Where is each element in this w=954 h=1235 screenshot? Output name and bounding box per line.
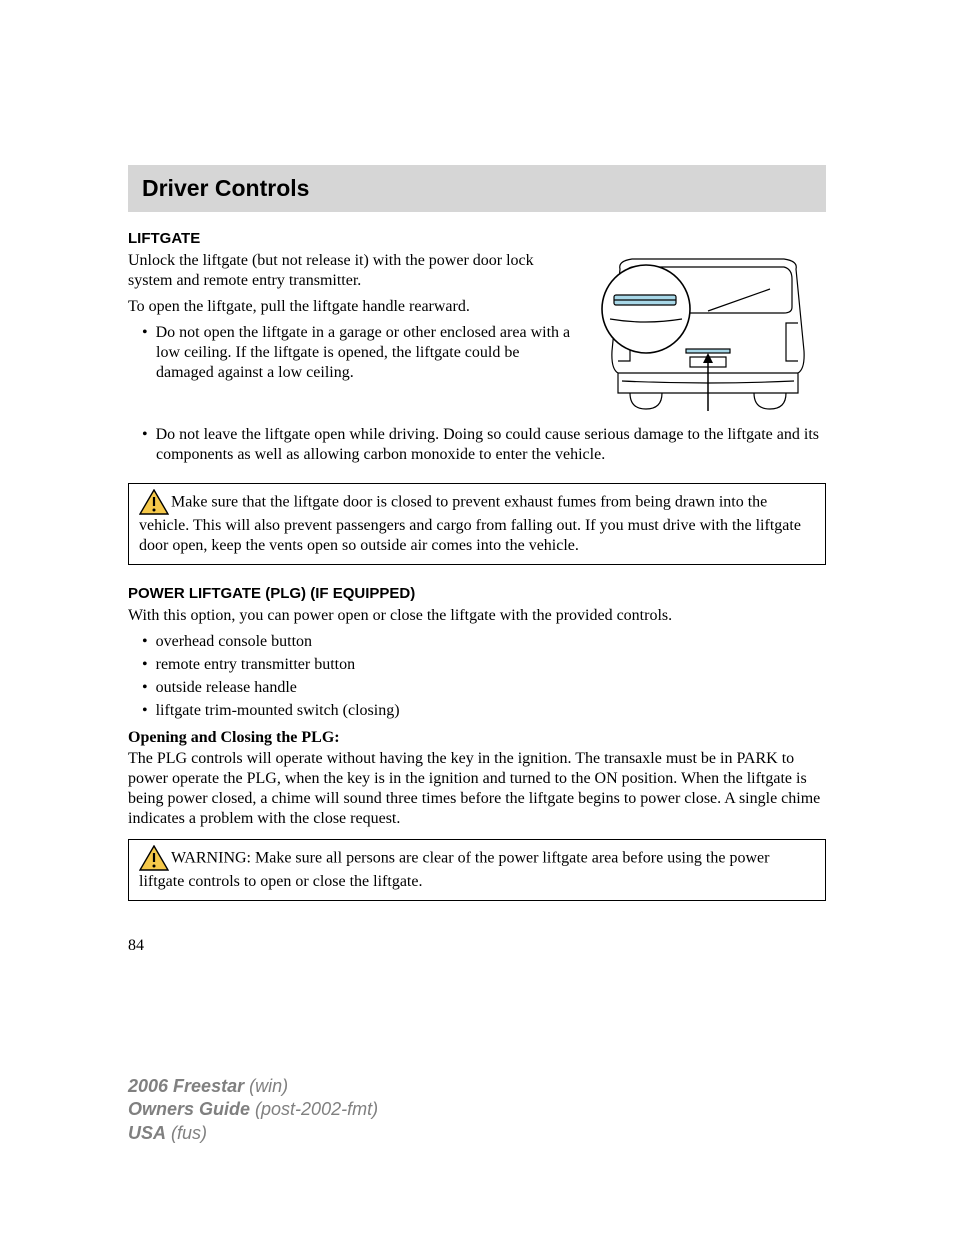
plg-para-1: With this option, you can power open or … [128, 606, 826, 626]
doc-footer: 2006 Freestar (win) Owners Guide (post-2… [128, 1075, 378, 1145]
warning-text-1: Make sure that the liftgate door is clos… [139, 494, 801, 554]
plg-bullet-3: outside release handle [128, 678, 826, 698]
footer-guide-suffix: (post-2002-fmt) [250, 1099, 378, 1119]
plg-para-2: The PLG controls will operate without ha… [128, 749, 826, 829]
warning-text-2: WARNING: Make sure all persons are clear… [139, 850, 769, 890]
plg-bullet-2: remote entry transmitter button [128, 655, 826, 675]
page-content: Driver Controls LIFTGATE [0, 0, 954, 955]
plg-bullet-1: overhead console button [128, 632, 826, 652]
plg-subheading: Opening and Closing the PLG: [128, 729, 826, 747]
warning-triangle-icon [139, 489, 169, 515]
footer-line-3: USA (fus) [128, 1122, 378, 1145]
plg-bullet-4: liftgate trim-mounted switch (closing) [128, 701, 826, 721]
liftgate-illustration [590, 251, 826, 421]
warning-triangle-icon [139, 845, 169, 871]
liftgate-content-wrap: Unlock the liftgate (but not release it)… [128, 251, 826, 465]
footer-line-1: 2006 Freestar (win) [128, 1075, 378, 1098]
section-title-bar: Driver Controls [128, 165, 826, 212]
footer-model: 2006 Freestar [128, 1076, 244, 1096]
liftgate-bullet-2: Do not leave the liftgate open while dri… [128, 425, 826, 465]
page-number: 84 [128, 937, 826, 955]
warning-box-2: WARNING: Make sure all persons are clear… [128, 839, 826, 901]
section-title: Driver Controls [142, 175, 812, 202]
plg-bullets: overhead console button remote entry tra… [128, 632, 826, 721]
footer-model-suffix: (win) [244, 1076, 288, 1096]
warning-box-1: Make sure that the liftgate door is clos… [128, 483, 826, 565]
footer-region: USA [128, 1123, 166, 1143]
footer-guide: Owners Guide [128, 1099, 250, 1119]
footer-region-suffix: (fus) [166, 1123, 207, 1143]
plg-heading: POWER LIFTGATE (PLG) (IF EQUIPPED) [128, 585, 826, 602]
footer-line-2: Owners Guide (post-2002-fmt) [128, 1098, 378, 1121]
liftgate-heading: LIFTGATE [128, 230, 826, 247]
